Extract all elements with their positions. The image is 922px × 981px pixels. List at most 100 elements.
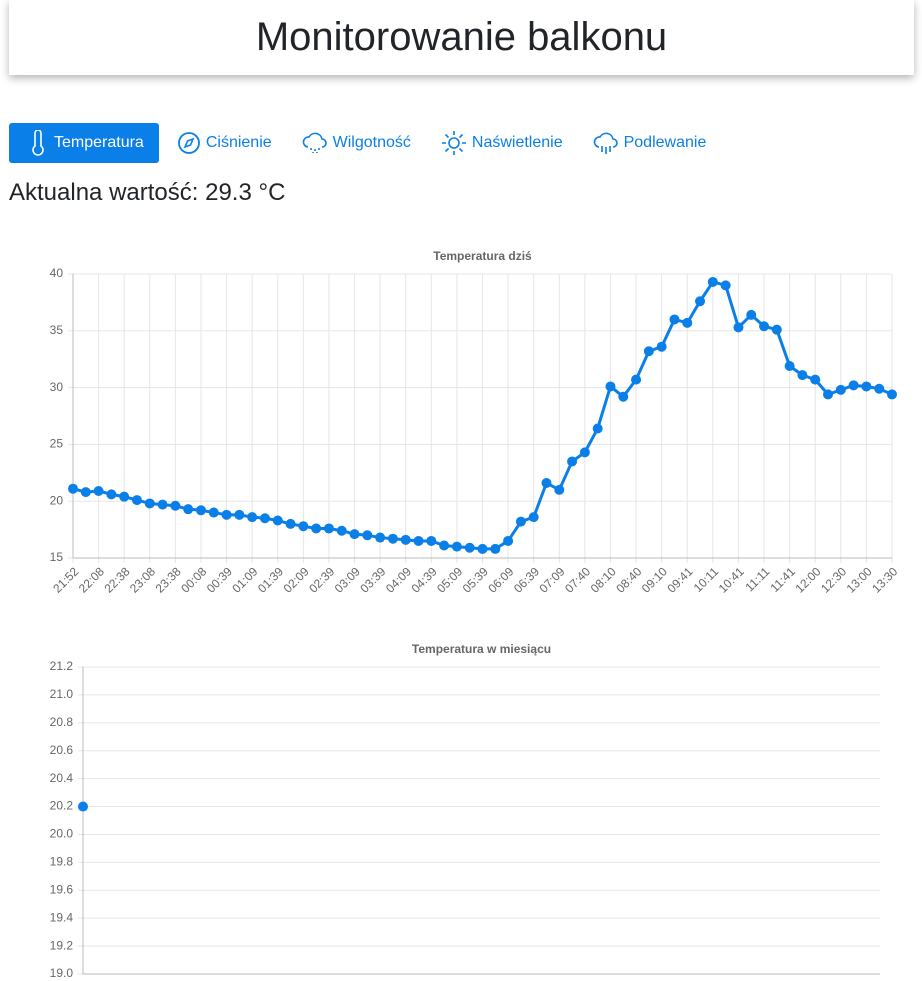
data-point	[68, 483, 78, 494]
data-point	[144, 498, 155, 509]
data-point	[93, 485, 104, 496]
data-point	[439, 540, 450, 551]
x-tick-label: 12:00	[792, 564, 823, 595]
x-tick-label: 09:10	[639, 564, 670, 595]
data-point	[669, 314, 680, 325]
y-tick-label: 15	[50, 550, 64, 564]
tab-label: Wilgotność	[332, 134, 411, 151]
x-tick-label: 06:39	[511, 564, 542, 595]
tab-label: Naświetlenie	[471, 134, 563, 151]
x-tick-label: 22:38	[101, 564, 132, 595]
data-point	[183, 504, 194, 515]
data-point	[720, 280, 731, 291]
data-point	[477, 543, 488, 554]
y-tick-label: 20.4	[50, 771, 74, 785]
data-point	[746, 309, 757, 320]
data-point	[464, 542, 475, 553]
tab-label: Ciśnienie	[205, 134, 272, 151]
tab[interactable]: Naświetlenie	[429, 123, 575, 163]
data-point	[771, 324, 782, 335]
y-tick-label: 35	[50, 323, 64, 337]
tab-label: Podlewanie	[623, 134, 707, 151]
x-tick-label: 23:08	[127, 564, 158, 595]
data-point	[823, 389, 834, 400]
data-point	[157, 499, 168, 510]
data-point	[119, 491, 130, 502]
tab[interactable]: Ciśnienie	[165, 123, 284, 163]
y-tick-label: 20	[50, 493, 64, 507]
x-tick-label: 03:09	[332, 564, 363, 595]
tab[interactable]: Temperatura	[9, 123, 159, 163]
y-tick-label: 25	[50, 437, 64, 451]
x-tick-label: 13:30	[869, 564, 900, 595]
data-point	[400, 534, 411, 545]
sun-icon	[441, 131, 466, 155]
data-point	[349, 529, 360, 540]
data-point	[759, 321, 770, 332]
x-tick-label: 07:09	[537, 564, 568, 595]
data-point	[656, 341, 667, 352]
data-point	[810, 374, 821, 385]
x-tick-label: 08:10	[588, 564, 619, 595]
data-point	[247, 512, 258, 523]
data-point	[503, 535, 514, 546]
data-point	[643, 346, 654, 357]
y-tick-label: 19.6	[50, 882, 74, 896]
chart: Temperatura w miesiącu 19.0 19.2 19.4 19.6 19…	[50, 642, 880, 980]
data-point	[285, 518, 296, 529]
data-point	[311, 523, 322, 534]
data-point	[528, 512, 539, 523]
data-point	[605, 381, 616, 392]
y-tick-label: 19.4	[50, 910, 74, 924]
data-point	[195, 505, 206, 516]
y-tick-label: 40	[50, 266, 64, 280]
data-point	[797, 370, 808, 381]
x-tick-label: 07:40	[562, 564, 593, 595]
data-point	[298, 521, 309, 532]
data-point	[451, 541, 462, 552]
data-point	[541, 478, 552, 489]
x-tick-label: 00:39	[204, 564, 235, 595]
data-point	[887, 389, 897, 400]
x-tick-label: 22:08	[76, 564, 107, 595]
y-tick-label: 20.2	[50, 799, 74, 813]
data-point	[567, 456, 578, 467]
data-point	[784, 361, 795, 372]
tab[interactable]: Wilgotność	[290, 123, 423, 163]
x-tick-label: 01:39	[255, 564, 286, 595]
chart: Temperatura dziś 15 20 25 30 35 40 21:5222:0822…	[50, 249, 901, 595]
data-point	[272, 515, 283, 526]
data-point	[78, 801, 88, 812]
header: Monitorowanie balkonu	[9, 0, 914, 75]
x-tick-label: 04:09	[383, 564, 414, 595]
x-tick-label: 08:40	[613, 564, 644, 595]
thermometer-icon	[32, 130, 44, 156]
data-point	[336, 525, 347, 536]
data-point	[695, 296, 706, 307]
data-point	[707, 276, 718, 287]
x-tick-label: 04:39	[409, 564, 440, 595]
data-point	[490, 543, 501, 554]
x-tick-label: 11:11	[743, 564, 773, 594]
x-tick-label: 12:30	[818, 564, 849, 595]
x-tick-label: 00:08	[178, 564, 209, 595]
data-point	[631, 374, 642, 385]
x-tick-label: 10:41	[716, 564, 747, 595]
tab-bar: Temperatura Ciśnienie Wilgotność Naświet…	[9, 123, 724, 163]
x-tick-label: 03:39	[357, 564, 388, 595]
data-point	[221, 509, 232, 520]
x-tick-label: 09:41	[664, 564, 695, 595]
y-tick-label: 19.2	[50, 938, 74, 952]
x-tick-label: 23:38	[153, 564, 184, 595]
tab[interactable]: Podlewanie	[581, 123, 719, 163]
data-point	[170, 500, 181, 511]
data-point	[861, 381, 872, 392]
data-point	[682, 317, 693, 328]
x-tick-label: 02:09	[281, 564, 312, 595]
y-tick-label: 21.0	[50, 687, 74, 701]
data-point	[131, 495, 142, 506]
data-point	[592, 423, 603, 434]
current-value: Aktualna wartość: 29.3 °C	[9, 179, 286, 206]
y-tick-label: 20.6	[50, 743, 74, 757]
x-tick-label: 06:09	[485, 564, 516, 595]
